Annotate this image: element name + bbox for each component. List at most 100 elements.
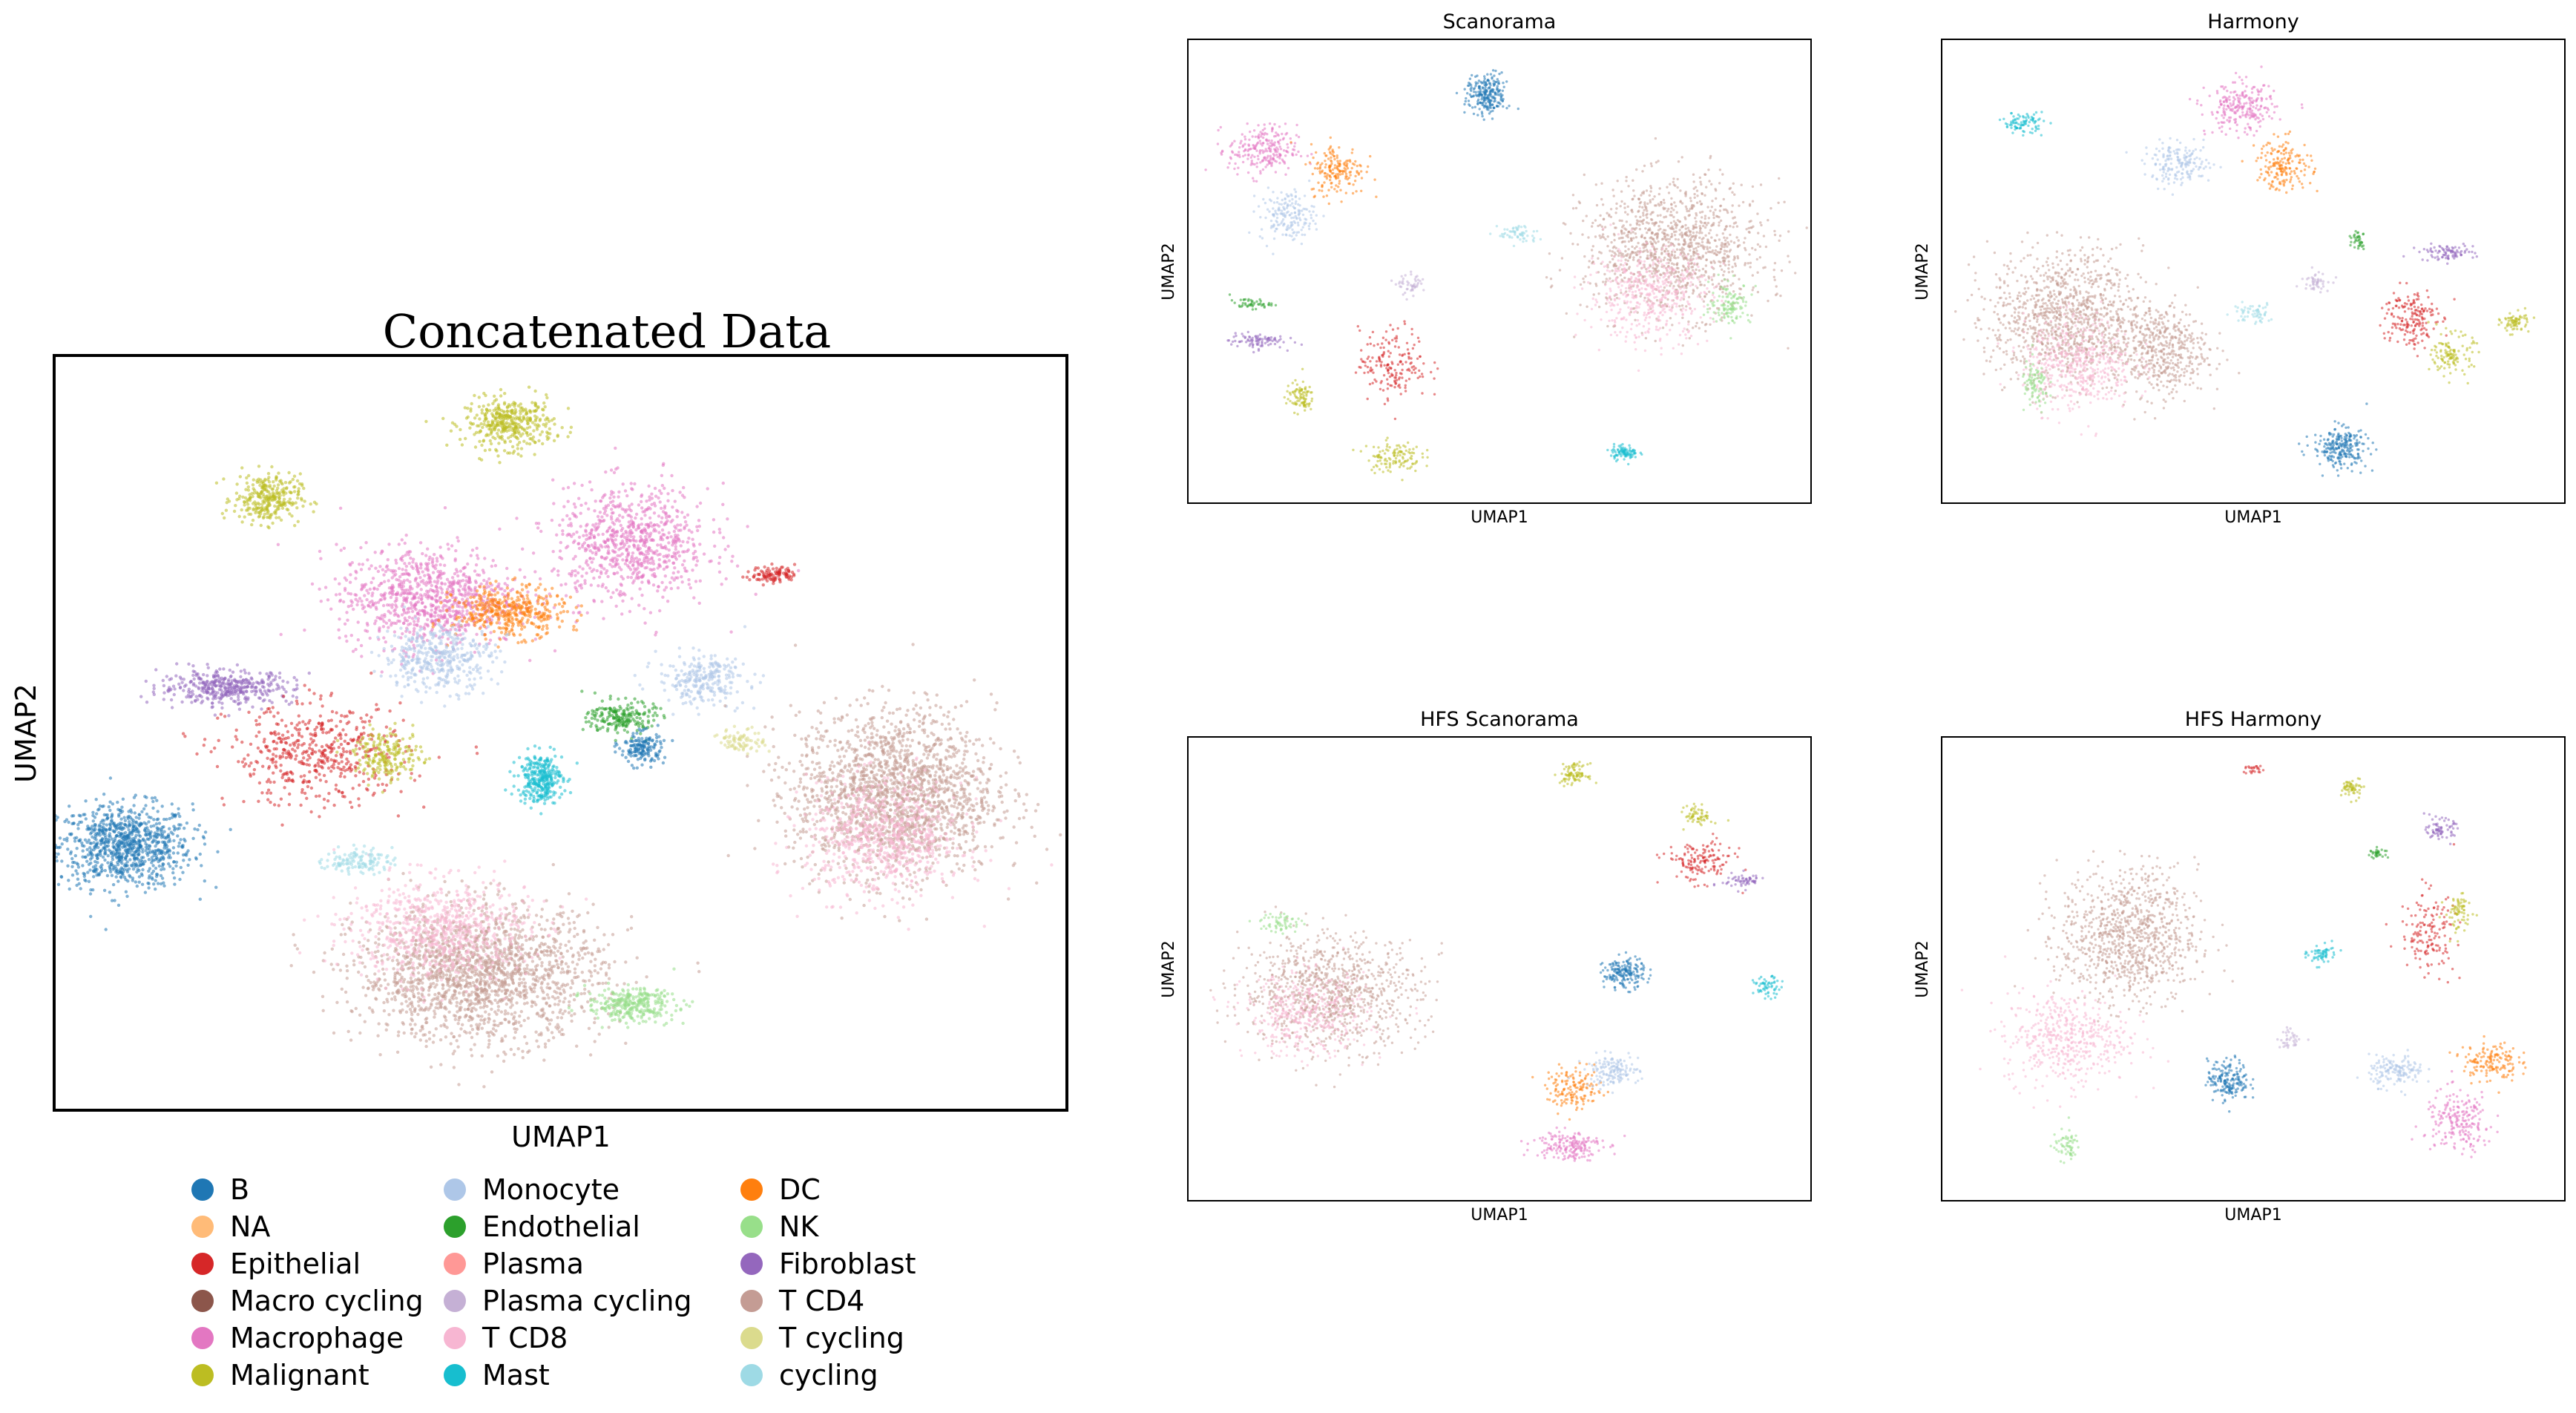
data-point — [493, 419, 497, 422]
data-point — [556, 616, 559, 620]
data-point — [631, 488, 634, 491]
data-point — [267, 476, 271, 479]
data-point — [464, 583, 467, 586]
data-point — [56, 882, 61, 886]
data-point — [135, 884, 139, 888]
data-point — [280, 506, 285, 510]
data-point — [346, 618, 349, 622]
data-point — [501, 592, 505, 596]
data-point — [26, 839, 29, 842]
data-point — [123, 845, 128, 849]
data-point — [200, 864, 203, 868]
data-point — [660, 484, 665, 488]
data-point — [494, 411, 499, 415]
data-point — [382, 573, 386, 577]
data-point — [49, 865, 52, 868]
data-point — [494, 609, 498, 612]
data-point — [287, 776, 291, 781]
data-point — [329, 758, 333, 761]
data-point — [123, 819, 128, 822]
data-point — [127, 823, 131, 827]
data-point — [476, 608, 480, 612]
data-point — [91, 865, 96, 869]
data-point — [334, 736, 338, 740]
data-point — [214, 693, 217, 697]
data-point — [128, 839, 132, 843]
data-point — [265, 672, 269, 676]
data-point — [59, 875, 63, 879]
data-point — [213, 713, 217, 717]
data-point — [414, 616, 418, 620]
data-point — [516, 606, 520, 609]
data-point — [434, 611, 438, 614]
data-point — [387, 609, 390, 613]
data-point — [249, 742, 253, 746]
data-point — [160, 804, 164, 808]
data-point — [415, 637, 419, 640]
data-point — [621, 558, 625, 562]
data-point — [264, 746, 269, 750]
data-point — [152, 882, 156, 886]
data-point — [390, 623, 393, 627]
data-point — [70, 856, 74, 861]
data-point — [346, 605, 350, 609]
data-point — [191, 664, 195, 668]
data-point — [357, 797, 361, 801]
data-point — [536, 526, 540, 530]
data-point — [351, 787, 355, 790]
data-point — [621, 515, 625, 519]
data-point — [318, 778, 323, 782]
data-point — [392, 658, 395, 662]
data-point — [438, 629, 442, 633]
data-point — [661, 595, 665, 599]
data-point — [486, 596, 490, 600]
data-point — [686, 513, 690, 517]
data-point — [653, 486, 657, 491]
data-point — [263, 689, 267, 693]
data-point — [442, 603, 446, 607]
data-point — [470, 613, 475, 617]
data-point — [576, 542, 580, 545]
data-point — [162, 683, 166, 688]
data-point — [510, 402, 514, 407]
data-point — [178, 814, 182, 819]
data-point — [294, 501, 298, 505]
data-point — [515, 599, 519, 603]
data-point — [404, 597, 407, 601]
data-point — [456, 637, 460, 640]
data-point — [482, 422, 486, 427]
data-point — [254, 734, 258, 738]
data-point — [370, 594, 374, 597]
data-point — [512, 600, 516, 604]
data-point — [588, 566, 592, 570]
data-point — [419, 597, 424, 602]
data-point — [603, 493, 607, 496]
data-point — [576, 571, 580, 575]
data-point — [568, 430, 572, 434]
data-point — [489, 631, 493, 635]
data-point — [142, 862, 145, 866]
data-point — [496, 618, 500, 622]
data-point — [246, 485, 250, 489]
data-point — [623, 562, 628, 565]
data-point — [365, 713, 369, 717]
data-point — [625, 547, 629, 551]
data-point — [276, 491, 280, 495]
data-point — [242, 799, 246, 804]
data-point — [401, 718, 405, 722]
data-point — [298, 472, 302, 476]
data-point — [526, 618, 530, 622]
data-point — [272, 739, 276, 744]
data-point — [101, 855, 105, 859]
data-point — [48, 842, 51, 845]
data-point — [515, 416, 519, 419]
data-point — [341, 790, 344, 794]
data-point — [595, 568, 599, 573]
data-point — [293, 749, 297, 753]
data-point — [630, 557, 634, 560]
data-point — [135, 848, 139, 851]
data-point — [91, 824, 94, 828]
data-point — [262, 686, 266, 689]
data-point — [358, 783, 361, 787]
data-point — [303, 791, 307, 796]
